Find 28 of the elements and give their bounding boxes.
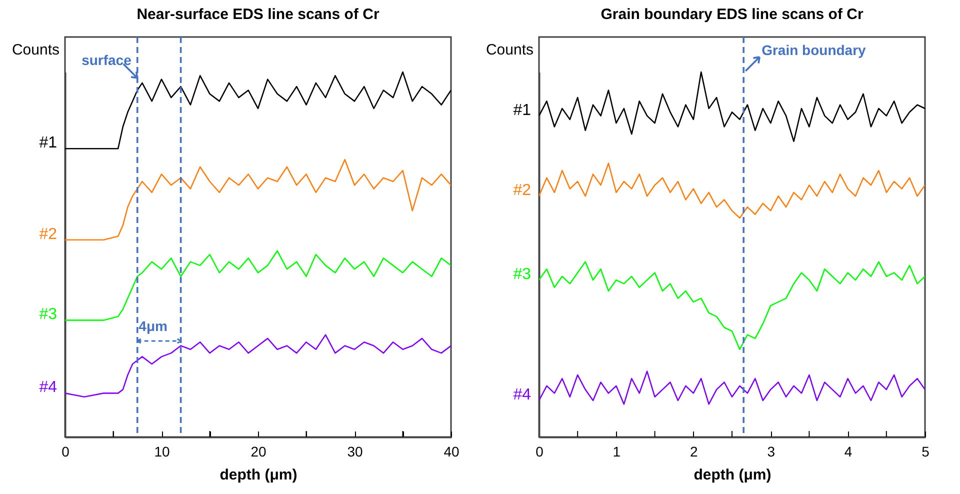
x-tick-label: 20	[250, 444, 266, 460]
series-label: #4	[513, 386, 532, 404]
chart-title: Near-surface EDS line scans of Cr	[136, 6, 380, 24]
series-label: #1	[39, 134, 58, 152]
series-label: #3	[513, 266, 532, 284]
x-axis-title: depth (μm)	[220, 466, 298, 484]
x-tick-label: 0	[536, 444, 544, 460]
series-label: #2	[39, 226, 58, 243]
x-tick-label: 3	[767, 444, 776, 460]
annotation: 4μm	[138, 318, 168, 334]
ref-line-label: Grain boundary	[762, 42, 866, 58]
series-label: #2	[513, 182, 532, 200]
x-tick-label: 30	[347, 444, 363, 460]
chart-title: Grain boundary EDS line scans of Cr	[600, 6, 864, 24]
series-label: #1	[513, 102, 532, 119]
y-axis-title: Counts	[486, 42, 534, 58]
x-tick-label: 4	[844, 444, 852, 460]
x-tick-label: 1	[612, 444, 621, 460]
series-label: #3	[39, 306, 58, 324]
x-axis-title: depth (μm)	[694, 466, 772, 484]
x-tick-label: 0	[62, 444, 70, 460]
series-label: #4	[39, 379, 58, 396]
y-axis-title: Counts	[12, 42, 60, 58]
x-tick-label: 40	[444, 444, 460, 460]
x-tick-label: 10	[154, 444, 170, 460]
x-tick-label: 5	[922, 444, 930, 460]
ref-line-label: surface	[82, 52, 132, 68]
x-tick-label: 2	[690, 444, 698, 460]
